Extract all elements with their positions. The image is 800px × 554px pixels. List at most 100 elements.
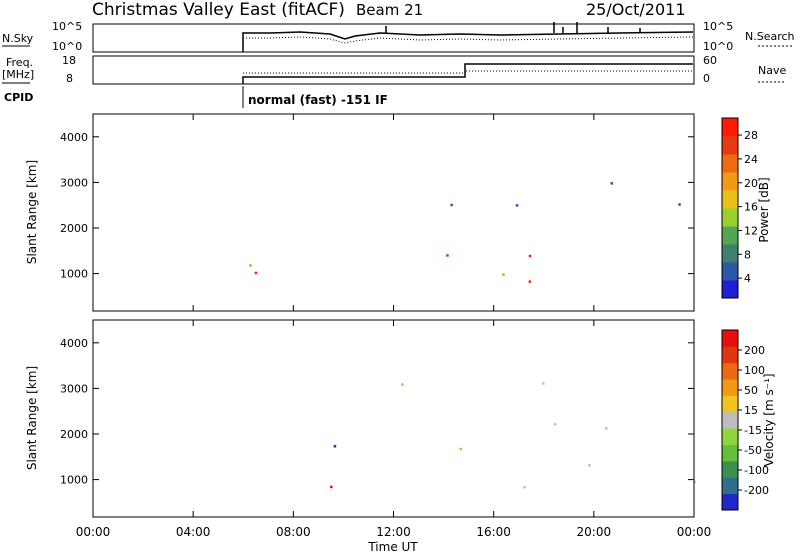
range-time-cell <box>254 271 258 275</box>
x-tick-label: 12:00 <box>376 525 411 539</box>
colorbar-swatch <box>722 118 738 137</box>
colorbar-swatch <box>722 154 738 173</box>
freq-label-1: Freq. <box>6 56 33 69</box>
nsky-strip-frame <box>92 23 695 53</box>
freq-tick-bottom: 8 <box>66 72 73 85</box>
nsky-tick-top: 10^5 <box>52 20 82 33</box>
range-time-cell <box>502 273 505 276</box>
colorbar-swatch <box>722 460 738 478</box>
x-tick-label: 04:00 <box>176 525 211 539</box>
colorbar-swatch <box>722 411 738 429</box>
colorbar-tick-label: 12 <box>744 224 758 237</box>
colorbar-swatch <box>722 428 738 446</box>
range-time-cell <box>450 203 453 207</box>
range-time-cell <box>330 485 333 489</box>
x-tick-label: 00:00 <box>76 525 111 539</box>
range-time-cell <box>459 447 463 451</box>
y-tick-label: 1000 <box>60 268 88 281</box>
colorbar-tick-label: 24 <box>744 153 758 166</box>
time-xlabel: Time UT <box>367 540 418 554</box>
nsearch-tick-bottom: 10^0 <box>703 40 733 53</box>
freq-trace <box>242 63 693 84</box>
velocity-plot-frame <box>92 319 695 518</box>
power-y-ticks: 1000 2000 3000 4000 <box>60 131 694 281</box>
freq-label-2: [MHz] <box>2 68 34 81</box>
y-tick-label: 4000 <box>60 337 88 350</box>
time-x-ticks: 00:00 04:00 08:00 12:00 16:00 20:00 00:00 <box>76 114 711 539</box>
range-time-cell <box>401 383 404 386</box>
freq-strip-frame <box>92 55 695 85</box>
colorbar-swatch <box>722 136 738 155</box>
colorbar-tick-label: 15 <box>744 404 758 417</box>
colorbar-swatch <box>722 362 738 380</box>
x-tick-label: 20:00 <box>577 525 612 539</box>
range-time-cell <box>249 264 252 267</box>
range-time-cell <box>693 480 696 484</box>
range-time-cell <box>333 445 337 448</box>
colorbar-tick-label: -50 <box>744 444 762 457</box>
velocity-ylabel: Slant Range [km] <box>25 366 39 470</box>
colorbar-swatch <box>722 280 738 299</box>
power-colorbar: 4 8 12 16 20 24 28 <box>721 117 758 299</box>
colorbar-tick-label: 200 <box>744 344 765 357</box>
nave-tick-top: 60 <box>703 54 717 67</box>
velocity-colorbar-label: Velocity [m s⁻¹] <box>762 373 776 466</box>
colorbar-swatch <box>722 226 738 245</box>
colorbar-swatch <box>722 477 738 495</box>
colorbar-tick-label: 4 <box>744 272 751 285</box>
colorbar-swatch <box>722 262 738 281</box>
colorbar-swatch <box>722 208 738 227</box>
range-time-cell <box>528 254 532 258</box>
range-time-cell <box>446 254 449 257</box>
colorbar-swatch <box>722 493 738 511</box>
nsearch-tick-top: 10^5 <box>703 20 733 33</box>
colorbar-tick-label: -100 <box>744 464 769 477</box>
colorbar-tick-label: 8 <box>744 248 751 261</box>
range-time-cell <box>542 382 545 385</box>
nsearch-trace <box>243 36 694 44</box>
nsky-label: N.Sky <box>2 32 34 45</box>
colorbar-tick-label: -200 <box>744 484 769 497</box>
range-time-cell <box>523 486 526 489</box>
velocity-heatmap <box>330 382 696 489</box>
beam-title: Beam 21 <box>356 1 423 19</box>
colorbar-swatch <box>722 330 738 347</box>
x-tick-label: 16:00 <box>476 525 511 539</box>
range-time-cell <box>588 464 591 467</box>
nave-label: Nave <box>758 64 786 77</box>
freq-tick-top: 18 <box>62 54 76 67</box>
colorbar-tick-label: 16 <box>744 201 758 214</box>
y-tick-label: 3000 <box>60 176 88 189</box>
colorbar-tick-label: 20 <box>744 177 758 190</box>
nave-trace <box>243 70 693 74</box>
range-time-cell <box>553 423 557 426</box>
colorbar-tick-label: -15 <box>744 424 762 437</box>
y-tick-label: 2000 <box>60 222 88 235</box>
station-title: Christmas Valley East (fitACF) <box>92 0 345 20</box>
power-heatmap <box>249 182 681 283</box>
cpid-text: normal (fast) -151 IF <box>248 93 388 107</box>
nsky-tick-bottom: 10^0 <box>52 40 82 53</box>
colorbar-frame <box>721 117 739 299</box>
colorbar-swatch <box>722 379 738 396</box>
colorbar-swatch <box>722 395 738 413</box>
nsky-trace <box>242 31 694 52</box>
colorbar-swatch <box>722 190 738 209</box>
colorbar-tick-label: 50 <box>744 384 758 397</box>
power-ylabel: Slant Range [km] <box>25 160 39 264</box>
y-tick-label: 4000 <box>60 131 88 144</box>
range-time-cell <box>678 203 681 206</box>
power-colorbar-label: Power [dB] <box>757 177 771 242</box>
y-tick-label: 2000 <box>60 428 88 441</box>
y-tick-label: 1000 <box>60 474 88 487</box>
date-title: 25/Oct/2011 <box>586 0 686 19</box>
colorbar-swatch <box>722 444 738 462</box>
velocity-colorbar: 200 100 50 15 -15 -50 -100 -200 <box>721 329 769 511</box>
range-time-cell <box>604 427 608 430</box>
y-tick-label: 3000 <box>60 382 88 395</box>
nsky-spikes <box>385 22 641 33</box>
range-time-cell <box>515 204 519 207</box>
nave-tick-bottom: 0 <box>703 72 710 85</box>
velocity-y-ticks: 1000 2000 3000 4000 <box>60 337 694 487</box>
